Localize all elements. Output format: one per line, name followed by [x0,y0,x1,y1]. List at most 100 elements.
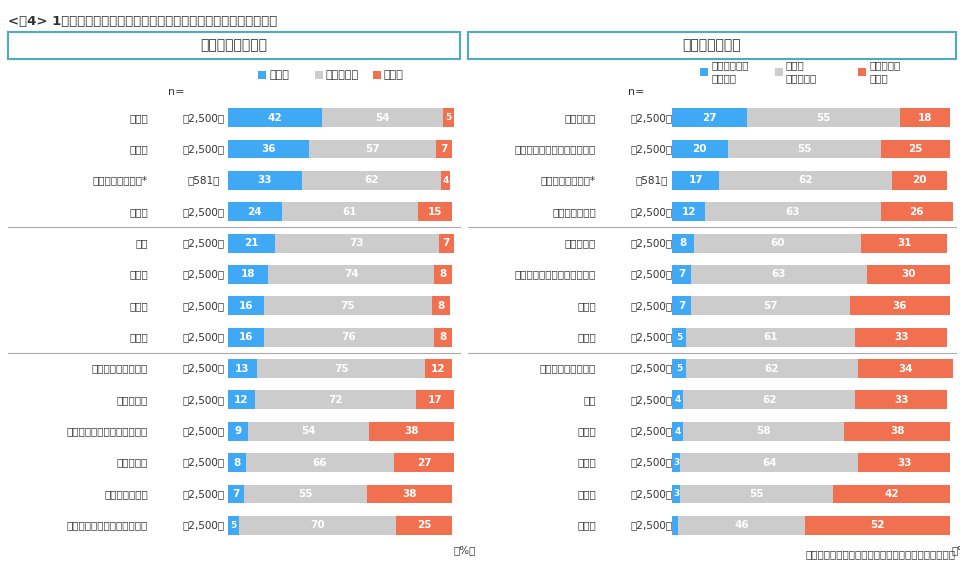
Bar [681,453,858,472]
Text: 38: 38 [402,489,417,499]
Text: 30: 30 [901,270,916,279]
Text: 8: 8 [440,332,446,342]
Bar [681,485,833,504]
Text: 46: 46 [734,520,749,530]
Text: 医療費: 医療費 [130,270,148,279]
Text: 26: 26 [909,207,924,217]
Text: 73: 73 [349,238,364,248]
Text: （2,500）: （2,500） [631,457,673,468]
Bar [678,516,805,535]
Text: 24: 24 [248,207,262,217]
Text: 人との付き合い: 人との付き合い [552,207,596,217]
Text: （2,500）: （2,500） [631,301,673,311]
Text: 62: 62 [364,175,378,185]
Bar [685,359,858,378]
Bar [672,139,728,158]
Text: 光熱費: 光熱費 [130,113,148,123]
Text: 52: 52 [871,520,885,530]
Bar [228,359,257,378]
Text: （2,500）: （2,500） [631,520,673,530]
Text: アウトドア・スポーツ関連費: アウトドア・スポーツ関連費 [67,520,148,530]
Bar [468,32,956,59]
Text: 増えた: 増えた [269,70,289,80]
Text: 31: 31 [897,238,911,248]
Text: 変わらない: 変わらない [326,70,359,80]
Bar [892,171,948,190]
Text: 27: 27 [702,113,717,123]
Bar [700,68,708,76]
Bar [394,453,454,472]
Bar [672,422,684,440]
Bar [367,485,452,504]
Bar [276,234,439,253]
Bar [309,139,436,158]
Text: 74: 74 [344,270,359,279]
Bar [8,32,460,59]
Text: 38: 38 [890,426,904,436]
Text: （2,500）: （2,500） [631,113,673,123]
Text: 63: 63 [772,270,786,279]
Text: 5: 5 [676,333,682,341]
Text: n=: n= [168,87,184,97]
Bar [248,422,369,440]
Text: 75: 75 [341,301,355,311]
Bar [322,108,443,127]
Text: 5: 5 [445,113,452,122]
Text: 72: 72 [328,395,343,405]
Text: （2,500）: （2,500） [183,144,225,154]
Text: 38: 38 [404,426,419,436]
Text: （2,500）: （2,500） [631,395,673,405]
Text: 8: 8 [440,270,446,279]
Text: 5: 5 [676,364,682,373]
Text: （2,500）: （2,500） [183,207,225,217]
Text: （2,500）: （2,500） [631,332,673,342]
Text: 66: 66 [313,457,327,468]
Text: （2,500）: （2,500） [183,426,225,436]
Text: 60: 60 [770,238,785,248]
Text: 55: 55 [750,489,764,499]
Bar [425,359,452,378]
Text: 55: 55 [298,489,313,499]
Bar [239,516,396,535]
Text: 住まい: 住まい [577,332,596,342]
Text: （2,500）: （2,500） [631,364,673,373]
Text: 通信費: 通信費 [577,489,596,499]
Bar [684,390,855,409]
Bar [228,108,322,127]
Text: 谯蓄・投資: 谯蓄・投資 [117,395,148,405]
Bar [264,296,432,315]
Bar [373,71,381,79]
Text: 今後の支出意向: 今後の支出意向 [683,39,741,52]
Bar [441,171,449,190]
Bar [672,453,681,472]
Text: 7: 7 [443,238,450,248]
Bar [672,390,684,409]
Bar [880,203,952,221]
Text: 8: 8 [680,238,686,248]
Bar [867,265,950,284]
Bar [369,422,454,440]
Text: 項目別支出の増減: 項目別支出の増減 [201,39,268,52]
Bar [419,203,452,221]
Text: 7: 7 [678,301,685,311]
Text: 42: 42 [884,489,899,499]
Text: n=: n= [628,87,644,97]
Bar [775,68,783,76]
Text: もっとお金を: もっとお金を [711,60,749,70]
Text: 人との付き合い: 人との付き合い [105,489,148,499]
Text: 54: 54 [301,426,316,436]
Text: 75: 75 [334,364,348,373]
Bar [228,265,268,284]
Bar [396,516,452,535]
Text: （2,500）: （2,500） [183,395,225,405]
Text: コンテンツ消費料金: コンテンツ消費料金 [92,364,148,373]
Bar [861,234,948,253]
Bar [434,265,452,284]
Bar [694,234,861,253]
Text: 61: 61 [343,207,357,217]
Bar [443,108,454,127]
Text: 34: 34 [899,364,913,373]
Text: 4: 4 [674,395,681,405]
Bar [672,296,691,315]
Text: （581）: （581） [636,175,668,185]
